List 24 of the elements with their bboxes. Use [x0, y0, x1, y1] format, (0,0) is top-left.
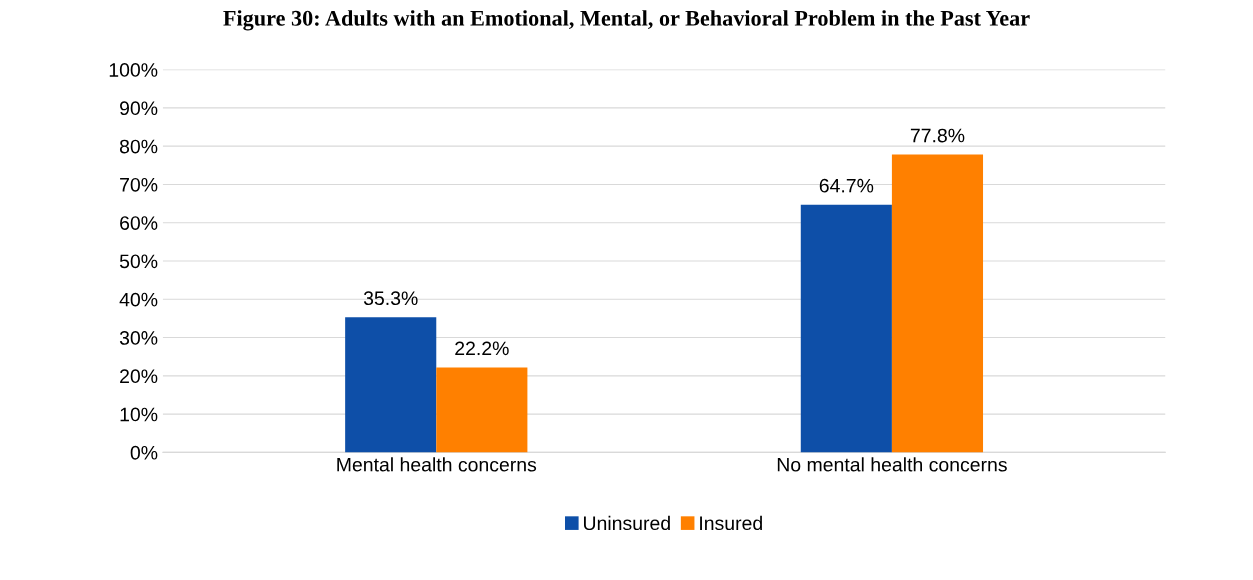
- y-tick-label: 30%: [119, 331, 158, 345]
- legend-label: Insured: [700, 515, 762, 531]
- y-tick-label: 0%: [130, 445, 158, 460]
- y-tick-label: 20%: [120, 369, 158, 384]
- bar: [891, 154, 984, 453]
- y-tick-label: 40%: [119, 292, 158, 307]
- y-tick-label: 70%: [120, 177, 158, 192]
- x-tick-label: No mental health concerns: [777, 457, 1007, 472]
- y-tick-label: 80%: [119, 139, 158, 154]
- bar: [345, 317, 437, 453]
- y-tick-label: 10%: [120, 407, 158, 422]
- legend-label: Uninsured: [583, 515, 670, 531]
- data-label: 64.7%: [819, 178, 874, 193]
- y-tick-label: 50%: [119, 254, 158, 269]
- x-tick-label: Mental health concerns: [337, 457, 537, 472]
- bar: [800, 204, 892, 453]
- y-tick-label: 60%: [120, 216, 158, 230]
- chart-title: Figure 30: Adults with an Emotional, Mental, or Behavioral Problem in the Past Year: [223, 10, 1030, 31]
- data-label: 22.2%: [455, 341, 509, 356]
- y-tick-label: 90%: [120, 101, 158, 116]
- data-label: 35.3%: [363, 291, 418, 306]
- data-label: 77.8%: [910, 128, 965, 143]
- bar: [436, 367, 528, 453]
- y-tick-label: 100%: [109, 63, 158, 77]
